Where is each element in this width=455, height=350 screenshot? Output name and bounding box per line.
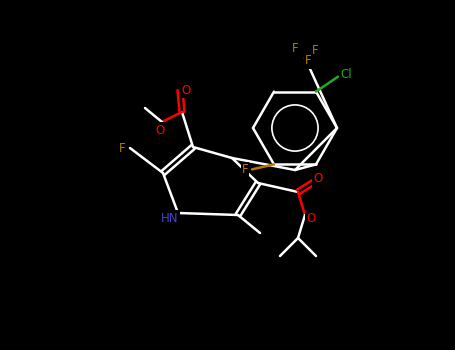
Text: O: O — [306, 212, 316, 225]
Text: O: O — [182, 84, 191, 97]
Text: O: O — [313, 173, 323, 186]
Text: F: F — [242, 163, 248, 176]
Text: F: F — [305, 55, 311, 68]
Text: HN: HN — [161, 211, 179, 224]
Text: F: F — [292, 42, 298, 55]
Text: Cl: Cl — [340, 68, 352, 81]
Text: O: O — [155, 124, 165, 136]
Text: F: F — [119, 142, 126, 155]
Text: F: F — [312, 43, 318, 56]
